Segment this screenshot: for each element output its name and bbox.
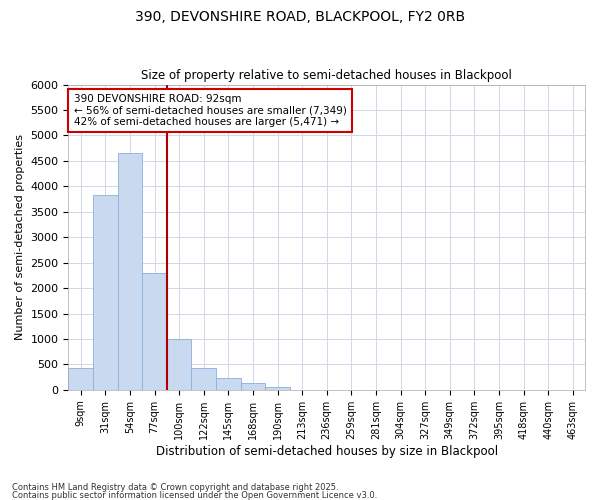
Bar [68,368,93,390]
Text: Contains HM Land Registry data © Crown copyright and database right 2025.: Contains HM Land Registry data © Crown c… [12,484,338,492]
Title: Size of property relative to semi-detached houses in Blackpool: Size of property relative to semi-detach… [141,69,512,82]
Y-axis label: Number of semi-detached properties: Number of semi-detached properties [15,134,25,340]
Bar [216,378,241,390]
Bar [93,196,118,390]
Text: Contains public sector information licensed under the Open Government Licence v3: Contains public sector information licen… [12,490,377,500]
Bar [265,387,290,390]
Bar [118,153,142,390]
Bar [167,339,191,390]
Bar [191,368,216,390]
Text: 390, DEVONSHIRE ROAD, BLACKPOOL, FY2 0RB: 390, DEVONSHIRE ROAD, BLACKPOOL, FY2 0RB [135,10,465,24]
Text: 390 DEVONSHIRE ROAD: 92sqm
← 56% of semi-detached houses are smaller (7,349)
42%: 390 DEVONSHIRE ROAD: 92sqm ← 56% of semi… [74,94,346,127]
Bar [142,273,167,390]
X-axis label: Distribution of semi-detached houses by size in Blackpool: Distribution of semi-detached houses by … [155,444,498,458]
Bar [241,383,265,390]
